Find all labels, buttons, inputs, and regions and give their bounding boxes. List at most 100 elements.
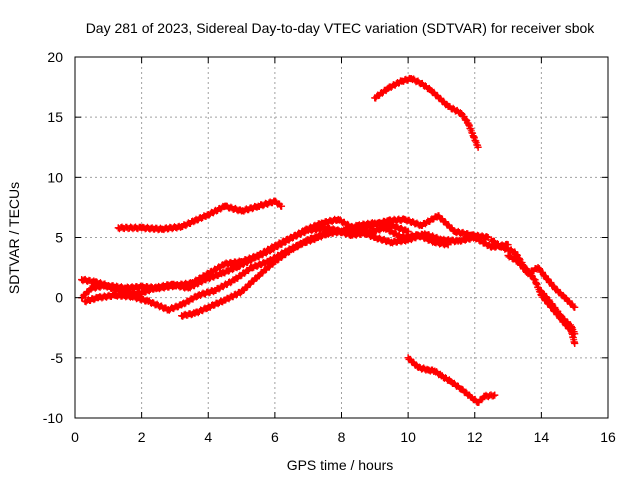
series-track-j (537, 288, 579, 338)
data-point (234, 262, 242, 270)
data-point (338, 227, 345, 235)
data-point (437, 236, 445, 244)
data-point (397, 77, 405, 85)
data-point (387, 238, 395, 246)
data-point (561, 294, 569, 302)
data-point (497, 243, 505, 251)
y-tick-label: 0 (55, 290, 63, 306)
data-point (201, 276, 209, 284)
data-point (238, 288, 246, 296)
data-point (334, 215, 342, 223)
data-point (221, 260, 229, 268)
series-track-a (114, 197, 286, 234)
chart-title: Day 281 of 2023, Sidereal Day-to-day VTE… (86, 20, 596, 36)
data-point (351, 225, 359, 233)
data-point (231, 276, 239, 284)
data-point (178, 301, 186, 309)
data-point (371, 94, 379, 102)
data-point (407, 75, 415, 83)
data-point (454, 237, 462, 245)
x-tick-label: 8 (338, 429, 346, 445)
data-point (474, 143, 482, 151)
data-point (138, 283, 146, 291)
x-axis-title: GPS time / hours (287, 457, 394, 473)
data-point (138, 224, 146, 232)
data-point (184, 284, 192, 292)
series-track-i (504, 252, 579, 311)
data-point (384, 217, 392, 225)
data-point (204, 303, 212, 311)
data-point (414, 363, 422, 371)
data-point (571, 339, 579, 347)
data-point (437, 372, 445, 380)
data-point (511, 248, 519, 256)
data-point (101, 282, 109, 290)
series-track-c (404, 354, 499, 406)
data-point (571, 303, 579, 311)
data-point (88, 284, 96, 292)
data-point (537, 288, 545, 296)
y-tick-label: 20 (47, 49, 63, 65)
data-point (457, 385, 465, 393)
data-point (371, 234, 379, 241)
data-point (251, 254, 259, 262)
data-point (367, 221, 375, 229)
data-point (78, 276, 86, 284)
x-tick-label: 4 (204, 429, 212, 445)
data-point (321, 230, 329, 238)
series-markers (504, 252, 579, 311)
data-point (321, 224, 329, 232)
data-point (91, 278, 99, 286)
data-point (447, 378, 455, 386)
y-tick-label: -5 (51, 350, 64, 366)
data-point (191, 217, 199, 225)
data-point (271, 258, 279, 266)
data-point (401, 215, 409, 223)
data-point (178, 312, 186, 320)
data-point (134, 290, 142, 298)
data-point (531, 276, 539, 284)
data-point (404, 236, 412, 244)
data-point (457, 110, 465, 118)
data-point (467, 394, 475, 402)
data-point (417, 221, 425, 229)
data-point (451, 227, 459, 235)
data-point (571, 330, 579, 338)
x-tick-label: 0 (71, 429, 79, 445)
data-point (288, 246, 296, 254)
y-axis-title: SDTVAR / TECUs (6, 182, 22, 294)
data-point (168, 280, 176, 288)
data-point (404, 354, 412, 362)
y-tick-label: 5 (55, 230, 63, 246)
data-point (254, 202, 262, 210)
data-point (381, 224, 389, 232)
data-point (431, 367, 439, 375)
data-point (427, 87, 435, 95)
data-point (434, 212, 442, 220)
data-point (158, 225, 166, 233)
y-tick-label: -10 (43, 410, 63, 426)
data-point (268, 246, 276, 254)
data-point (238, 207, 246, 215)
data-point (567, 323, 575, 331)
data-point (301, 226, 309, 234)
data-point (464, 119, 472, 127)
data-point (211, 286, 219, 294)
data-point (221, 296, 229, 304)
data-point (144, 297, 152, 305)
data-point (541, 272, 549, 280)
data-point (534, 264, 542, 272)
y-tick-label: 10 (47, 169, 63, 185)
data-point (487, 243, 495, 251)
data-point (284, 236, 292, 244)
y-tick-label: 15 (47, 109, 63, 125)
series-track-h (487, 236, 579, 347)
data-point (551, 284, 559, 292)
data-point (514, 258, 522, 266)
x-tick-label: 10 (400, 429, 416, 445)
data-point (118, 288, 126, 296)
x-tick-label: 6 (271, 429, 279, 445)
data-point (164, 306, 172, 314)
series-track-b (371, 74, 482, 151)
